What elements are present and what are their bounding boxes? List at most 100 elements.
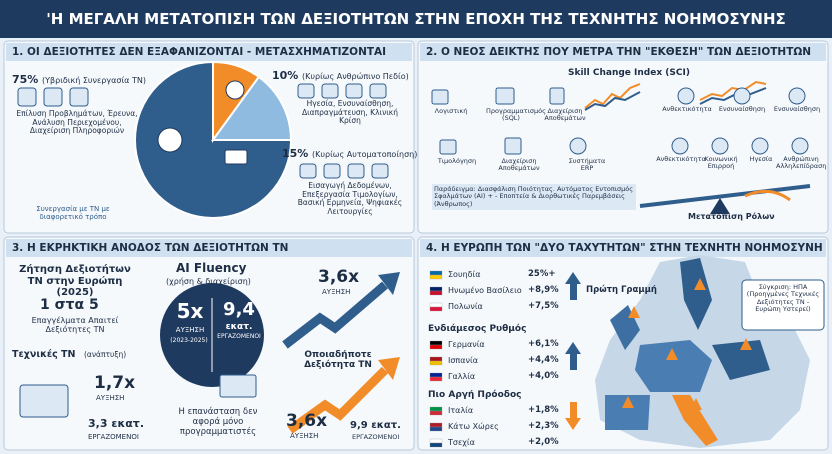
workers: 9,9 εκατ. — [350, 420, 401, 431]
flag — [429, 438, 443, 444]
workers-unit: εκατ. — [225, 322, 253, 332]
group-name: Πρώτη Γραμμή — [586, 285, 657, 295]
technical-sub: (ανάπτυξη) — [84, 350, 127, 359]
demand-title: Ζήτηση Δεξιοτήτων ΤΝ στην Ευρώπη (2025) — [19, 264, 131, 298]
share-label: 75% — [12, 73, 39, 86]
comparison: Σύγκριση: ΗΠΑ (Προηγμένες Τεχνικές Δεξιό… — [746, 283, 820, 314]
growth: 3,6x — [286, 411, 328, 431]
flag — [429, 372, 443, 378]
flag — [429, 286, 443, 292]
flag — [429, 270, 443, 276]
panel-title-bars — [6, 43, 826, 257]
pie-slice — [211, 75, 293, 141]
growth-visuals — [19, 272, 400, 434]
sci-sparklines — [584, 80, 767, 111]
change: +2,3% — [528, 421, 559, 431]
flag — [429, 422, 443, 428]
share-label: 15% — [282, 147, 309, 160]
flag — [429, 410, 443, 416]
human-skill: Ενσυναίσθηση — [773, 105, 821, 113]
shift-label: Μετατόπιση Ρόλων — [688, 212, 775, 221]
country: Ηνωμένο Βασίλειο — [448, 286, 522, 295]
europe-map — [565, 255, 825, 448]
human-skill: Κοινωνική Επιρροή — [704, 155, 738, 171]
workers-label: ΕΡΓΑΖΟΜΕΝΟΙ — [352, 433, 400, 441]
ratio: 1 στα 5 — [40, 297, 99, 313]
group-name: Ενδιάμεσος Ρυθμός — [428, 324, 527, 334]
flag — [429, 306, 443, 312]
change: +1,8% — [528, 405, 559, 415]
share-label: 10% — [272, 69, 299, 82]
country: Ιταλία — [448, 406, 474, 415]
technical-title: Τεχνικές ΤΝ — [12, 349, 76, 360]
flag — [429, 340, 443, 346]
human-skill: Ενσυναίσθηση — [718, 105, 766, 113]
skills-list: Επίλυση Προβλημάτων, Έρευνα, Ανάλυση Περ… — [16, 109, 138, 136]
index-title: Skill Change Index (SCI) — [568, 68, 690, 78]
example: Παράδειγμα: Διασφάλιση Ποιότητας. Αυτόμα… — [432, 184, 636, 211]
growth-label: ΑΥΞΗΣΗ — [290, 432, 319, 440]
automated-skill: Τιμολόγηση — [437, 157, 477, 165]
growth: 3,6x — [318, 267, 360, 287]
any-title: Οποιαδήποτε Δεξιότητα ΤΝ — [304, 350, 372, 371]
growth: 5x — [176, 299, 204, 323]
flag — [429, 344, 443, 350]
seesaw — [639, 184, 811, 214]
panel-title: 2. Ο ΝΕΟΣ ΔΕΙΚΤΗΣ ΠΟΥ ΜΕΤΡΑ ΤΗΝ "ΕΚΘΕΣΗ"… — [426, 46, 812, 58]
panel-title: 1. ΟΙ ΔΕΞΙΟΤΗΤΕΣ ΔΕΝ ΕΞΑΦΑΝΙΖΟΝΤΑΙ - ΜΕΤ… — [12, 46, 387, 58]
workers-label: ΕΡΓΑΖΟΜΕΝΟΙ — [217, 333, 261, 340]
growth: 1,7x — [94, 373, 136, 393]
change: +8,9% — [528, 285, 559, 295]
automated-skill: Διαχείριση Αποθεμάτων — [544, 107, 586, 123]
country: Κάτω Χώρες — [448, 422, 499, 431]
flag — [429, 426, 443, 432]
human-skill: Ανθρώπινη Αλληλεπίδραση — [776, 155, 827, 171]
workers: 3,3 εκατ. — [88, 417, 145, 430]
share-caption: (Υβριδική Συνεργασία ΤΝ) — [42, 76, 146, 85]
country: Ισπανία — [448, 356, 478, 365]
panel-title: 3. Η ΕΚΡΗΚΤΙΚΗ ΑΝΟΔΟΣ ΤΩΝ ΔΕΞΙΟΤΗΤΩΝ ΤΝ — [12, 242, 289, 254]
sci-icons — [431, 87, 809, 155]
skill-icons — [17, 83, 389, 179]
growth-label: ΑΥΞΗΣΗ — [322, 288, 351, 296]
header-band — [0, 0, 832, 38]
fluency-sub: (χρήση & διαχείριση) — [166, 277, 251, 286]
skills-list: Εισαγωγή Δεδομένων, Επεξεργασία Τιμολογί… — [297, 181, 403, 216]
change: +2,0% — [528, 437, 559, 447]
flag — [429, 376, 443, 382]
country: Τσεχία — [448, 438, 475, 447]
change: +6,1% — [528, 339, 559, 349]
period: (2023-2025) — [170, 337, 208, 344]
workers-label: ΕΡΓΑΖΟΜΕΝΟΙ — [88, 433, 139, 441]
change: +7,5% — [528, 301, 559, 311]
country: Γερμανία — [448, 340, 485, 349]
workers: 9,4 — [223, 299, 255, 320]
automated-skill: Διαχείριση Αποθεμάτων — [498, 157, 540, 173]
share-caption: (Κυρίως Ανθρώπινο Πεδίο) — [302, 72, 409, 81]
skills-list: Ηγεσία, Ενσυναίσθηση, Διαπραγμάτευση, Κλ… — [302, 99, 398, 126]
group-name: Πιο Αργή Πρόοδος — [428, 390, 522, 400]
flag — [429, 356, 443, 362]
flag — [429, 406, 443, 412]
country: Γαλλία — [448, 372, 476, 381]
growth-label: ΑΥΞΗΣΗ — [96, 394, 125, 402]
human-skill: Ανθεκτικότητα — [662, 105, 712, 113]
country: Σουηδία — [448, 270, 481, 279]
fluency-title: AI Fluency — [176, 261, 247, 275]
flag — [429, 274, 443, 280]
growth-label: ΑΥΞΗΣΗ — [175, 326, 205, 334]
panel-title: 4. Η ΕΥΡΩΠΗ ΤΩΝ "ΔΥΟ ΤΑΧΥΤΗΤΩΝ" ΣΤΗΝ ΤΕΧ… — [426, 242, 823, 254]
human-skill: Ηγεσία — [749, 155, 773, 163]
flag — [429, 360, 443, 366]
automated-skill: Συστήματα ERP — [568, 157, 606, 173]
header-title: 'Η ΜΕΓΑΛΗ ΜΕΤΑΤΟΠΙΣΗ ΤΩΝ ΔΕΞΙΟΤΗΤΩΝ ΣΤΗΝ… — [46, 10, 786, 28]
country: Πολωνία — [448, 302, 483, 311]
change: 25%+ — [528, 269, 556, 279]
share-caption: (Κυρίως Αυτοματοποίηση) — [312, 150, 418, 159]
pie-icons — [157, 80, 248, 165]
pie-slice — [134, 60, 293, 219]
pie-chart — [134, 60, 293, 219]
fluency-note: Η επανάσταση δεν αφορά μόνο προγραμματισ… — [178, 407, 258, 437]
